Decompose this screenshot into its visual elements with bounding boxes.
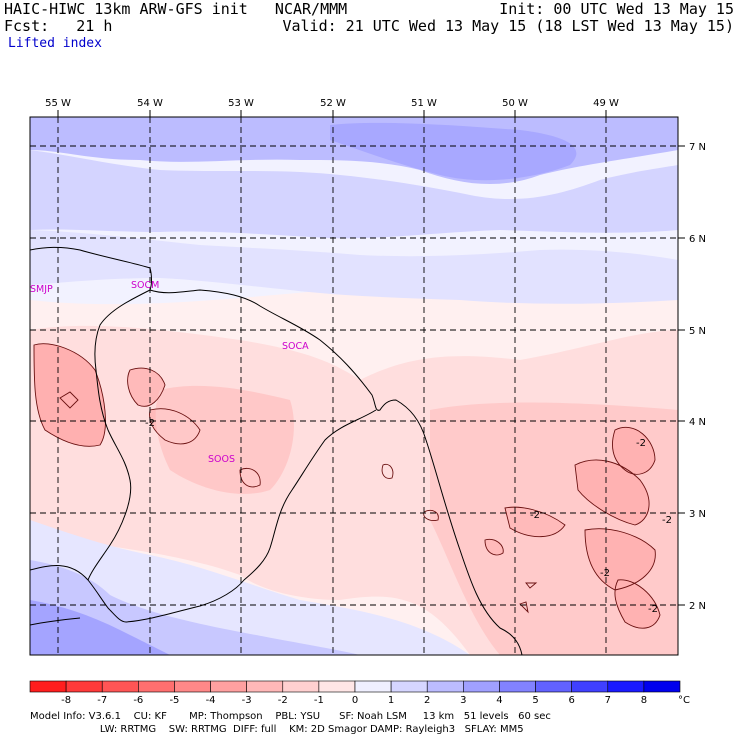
lat-label-5n: 5 N (689, 326, 706, 337)
colorbar-swatch (282, 680, 320, 693)
colorbar-swatch (138, 680, 175, 693)
colorbar-tick-label: -8 (61, 695, 71, 706)
lat-label-6n: 6 N (689, 234, 706, 245)
colorbar-unit: °C (678, 695, 690, 706)
colorbar-tick-label: -7 (97, 695, 107, 706)
colorbar-swatch (174, 680, 211, 693)
colorbar-swatch (535, 680, 572, 693)
colorbar-swatch (643, 680, 681, 693)
colorbar-tick-label: -6 (133, 695, 143, 706)
contour-label: -2 (600, 568, 610, 579)
contour-label: -2 (145, 418, 155, 429)
contour-label: -2 (662, 515, 672, 526)
contour-label: -2 (530, 510, 540, 521)
colorbar-tick-label: 2 (424, 695, 430, 706)
colorbar-swatch (463, 680, 500, 693)
shading-layer (30, 117, 678, 655)
lat-label-2n: 2 N (689, 601, 706, 612)
ticks (57, 110, 685, 606)
contour-label: -2 (636, 438, 646, 449)
lon-label-54w: 54 W (137, 98, 163, 109)
colorbar-tick-label: 1 (388, 695, 394, 706)
colorbar-tick-label: -3 (242, 695, 252, 706)
forecast-hour: Fcst: 21 h (4, 17, 113, 35)
colorbar-swatch (29, 680, 67, 693)
station-socm: SOCM (131, 280, 159, 291)
colorbar-swatch (318, 680, 356, 693)
colorbar-tick-label: -4 (206, 695, 216, 706)
borders-layer (30, 246, 523, 655)
colorbar-swatch (354, 680, 392, 693)
colorbar-tick-label: 6 (568, 695, 574, 706)
contour-layer (33, 343, 661, 629)
station-soos: SOOS (208, 454, 235, 465)
colorbar-tick-label: -5 (169, 695, 179, 706)
lon-label-51w: 51 W (411, 98, 437, 109)
lat-label-4n: 4 N (689, 417, 706, 428)
lon-label-53w: 53 W (228, 98, 254, 109)
lon-label-49w: 49 W (593, 98, 619, 109)
colorbar-tick-label: 7 (605, 695, 611, 706)
station-smjp: SMJP (30, 284, 53, 295)
colorbar: -8 -7 -6 -5 -4 -3 -2 -1 0 1 2 3 4 5 6 7 8 °C (29, 680, 690, 706)
field-name: Lifted index (8, 36, 102, 51)
model-info-line1: Model Info: V3.6.1 CU: KF MP: Thompson P… (30, 711, 551, 722)
colorbar-tick-label: 3 (460, 695, 466, 706)
lat-label-3n: 3 N (689, 509, 706, 520)
latlon-grid (30, 117, 678, 655)
colorbar-tick-label: 4 (496, 695, 502, 706)
colorbar-tick-label: 0 (352, 695, 358, 706)
colorbar-swatch (607, 680, 645, 693)
contour-label: -2 (648, 604, 658, 615)
lon-label-55w: 55 W (45, 98, 71, 109)
colorbar-swatch (426, 680, 464, 693)
map-frame (29, 116, 679, 656)
valid-time: Valid: 21 UTC Wed 13 May 15 (18 LST Wed … (282, 17, 734, 35)
colorbar-tick-label: 5 (532, 695, 538, 706)
lon-label-52w: 52 W (320, 98, 346, 109)
lon-label-50w: 50 W (502, 98, 528, 109)
lat-label-7n: 7 N (689, 142, 706, 153)
colorbar-tick-label: -1 (314, 695, 324, 706)
colorbar-swatch (246, 680, 284, 693)
colorbar-swatch (571, 680, 609, 693)
colorbar-swatch (101, 680, 139, 693)
colorbar-swatch (499, 680, 536, 693)
station-soca: SOCA (282, 341, 309, 352)
colorbar-swatch (390, 680, 428, 693)
model-info-line2: LW: RRTMG SW: RRTMG DIFF: full KM: 2D Sm… (30, 724, 524, 735)
init-time: Init: 00 UTC Wed 13 May 15 (499, 0, 734, 18)
title-left: HAIC-HIWC 13km ARW-GFS init NCAR/MMM (4, 0, 348, 18)
colorbar-tick-label: 8 (641, 695, 647, 706)
colorbar-tick-label: -2 (278, 695, 288, 706)
colorbar-swatch (65, 680, 103, 693)
colorbar-swatch (210, 680, 247, 693)
